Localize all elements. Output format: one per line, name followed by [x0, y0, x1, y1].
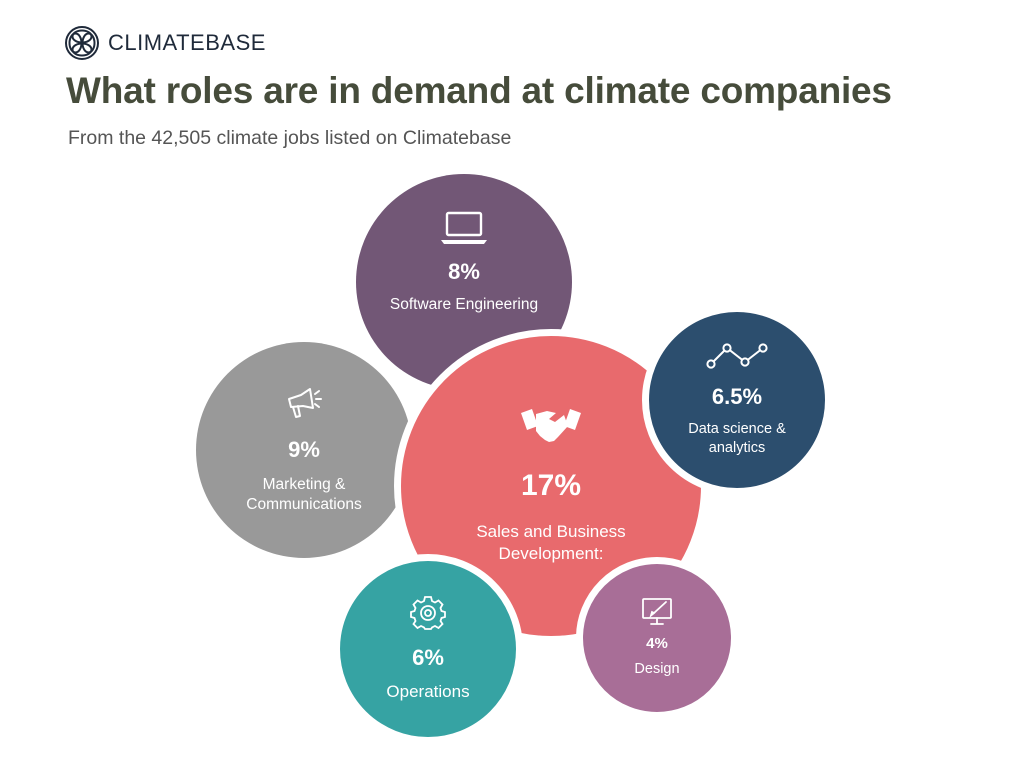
value-label: 9%	[288, 436, 320, 462]
handshake-icon	[521, 408, 581, 442]
page-subtitle: From the 42,505 climate jobs listed on C…	[68, 127, 512, 149]
laptop-icon	[441, 211, 487, 244]
bubble-operations: 6% Operations	[333, 554, 523, 744]
category-label: Operations	[386, 681, 470, 701]
category-label: Data science & analytics	[688, 421, 786, 456]
design-monitor-icon	[642, 598, 672, 625]
value-label: 4%	[646, 635, 668, 653]
bubble-data-science-analytics: 6.5% Data science & analytics	[642, 305, 832, 495]
megaphone-icon	[288, 387, 322, 418]
climatebase-logo-icon	[65, 26, 99, 60]
bubble-marketing-communications: 9% Marketing & Communications	[196, 342, 412, 558]
bubble-design: 4% Design	[576, 557, 738, 719]
page-title: What roles are in demand at climate comp…	[66, 70, 892, 111]
category-label: Software Engineering	[389, 295, 539, 313]
category-label: Design	[634, 661, 680, 678]
category-label: Sales and Business Development:	[476, 521, 626, 563]
value-label: 6%	[412, 644, 444, 670]
category-label: Marketing & Communications	[246, 475, 362, 513]
value-label: 8%	[448, 258, 480, 284]
brand-name: CLIMATEBASE	[108, 30, 266, 55]
value-label: 17%	[520, 468, 582, 502]
climatebase-logo[interactable]: CLIMATEBASE	[64, 24, 266, 62]
gear-icon	[410, 596, 446, 630]
line-chart-icon	[706, 343, 768, 369]
value-label: 6.5%	[711, 384, 763, 410]
